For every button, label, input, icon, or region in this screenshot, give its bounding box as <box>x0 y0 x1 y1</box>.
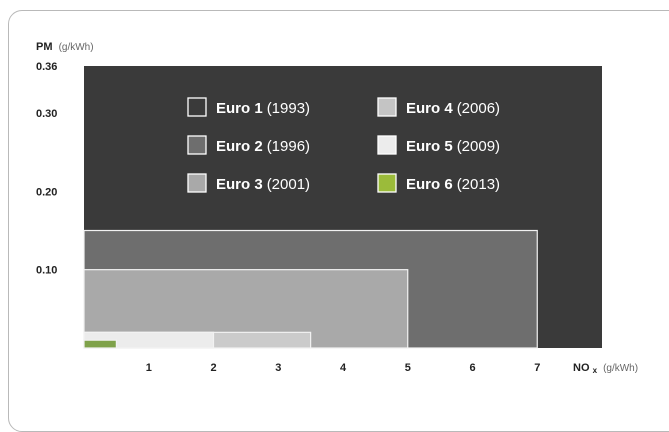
limit-area-euro-6 <box>83 339 117 349</box>
legend-year: (2006) <box>457 100 500 117</box>
x-tick-label: 1 <box>146 362 152 374</box>
y-tick-label: 0.20 <box>36 186 57 198</box>
legend-swatch-euro-1 <box>187 97 207 117</box>
x-tick-label: 4 <box>340 362 347 374</box>
legend-entry-euro-4: Euro 4 (2006) <box>406 100 500 117</box>
legend-name: Euro 4 <box>406 100 453 117</box>
x-axis-subscript: x <box>593 366 598 375</box>
y-tick-label: 0.30 <box>36 108 57 120</box>
legend-name: Euro 5 <box>406 138 453 155</box>
x-tick-label: 5 <box>405 362 411 374</box>
legend-swatch-euro-4 <box>377 97 397 117</box>
legend-entry-euro-1: Euro 1 (1993) <box>216 100 310 117</box>
euro-emission-chart: PM (g/kWh) 0.10 0.20 0.30 0.36 1 2 3 4 5 6 7 Euro… <box>36 41 638 376</box>
x-axis-unit: (g/kWh) <box>603 363 638 374</box>
x-tick-labels: 1 2 3 4 5 6 7 <box>146 362 541 374</box>
legend-swatch-euro-2 <box>187 135 207 155</box>
legend-swatch-euro-6 <box>377 173 397 193</box>
x-tick-label: 6 <box>469 362 475 374</box>
x-axis-label: NO <box>573 362 590 374</box>
legend-entry-euro-2: Euro 2 (1996) <box>216 138 310 155</box>
plot-area <box>83 66 602 349</box>
legend-entry-euro-5: Euro 5 (2009) <box>406 138 500 155</box>
y-axis-label: PM <box>36 41 53 53</box>
legend-year: (2001) <box>267 176 310 193</box>
legend-name: Euro 3 <box>216 176 263 193</box>
legend-name: Euro 1 <box>216 100 263 117</box>
y-axis-unit: (g/kWh) <box>59 42 94 53</box>
x-tick-label: 7 <box>534 362 540 374</box>
legend-entry-euro-3: Euro 3 (2001) <box>216 176 310 193</box>
legend-year: (2009) <box>457 138 500 155</box>
legend-swatch-euro-3 <box>187 173 207 193</box>
legend-name: Euro 2 <box>216 138 263 155</box>
legend-year: (1996) <box>267 138 310 155</box>
y-tick-label: 0.36 <box>36 61 57 73</box>
x-axis-title: NO x (g/kWh) <box>573 362 638 376</box>
legend-swatch-euro-5 <box>377 135 397 155</box>
legend-name: Euro 6 <box>406 176 453 193</box>
y-axis-title: PM (g/kWh) <box>36 41 94 53</box>
x-tick-label: 2 <box>210 362 216 374</box>
y-tick-label: 0.10 <box>36 265 57 277</box>
legend: Euro 1 (1993)Euro 2 (1996)Euro 3 (2001)Euro… <box>187 97 500 193</box>
legend-year: (1993) <box>267 100 310 117</box>
x-tick-label: 3 <box>275 362 281 374</box>
legend-entry-euro-6: Euro 6 (2013) <box>406 176 500 193</box>
y-tick-labels: 0.10 0.20 0.30 0.36 <box>36 61 57 277</box>
legend-year: (2013) <box>457 176 500 193</box>
